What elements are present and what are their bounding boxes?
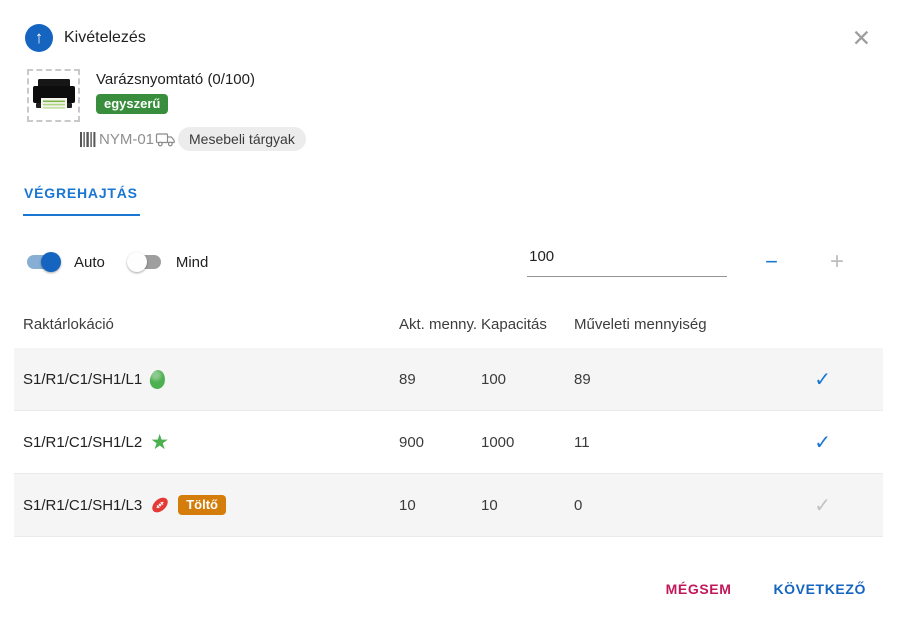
table-row[interactable]: S1/R1/C1/SH1/L3 Töltő 10 10 0 ✓ (14, 474, 883, 537)
location-table: Raktárlokáció Akt. menny. Kapacitás Műve… (14, 310, 883, 537)
table-row[interactable]: S1/R1/C1/SH1/L2 ★ 900 1000 11 ✓ (14, 411, 883, 474)
dialog-footer: MÉGSEM KÖVETKEZŐ (0, 581, 897, 597)
operation-qty-cell: 11 (574, 433, 590, 451)
location-status-badge: Töltő (178, 495, 226, 515)
truck-icon (155, 132, 175, 146)
auto-toggle-label: Auto (74, 253, 105, 271)
table-row[interactable]: S1/R1/C1/SH1/L1 89 100 89 ✓ (14, 348, 883, 411)
printer-image (32, 79, 75, 109)
decrement-button[interactable]: − (761, 251, 782, 273)
next-button[interactable]: KÖVETKEZŐ (773, 581, 866, 597)
tab-bar: VÉGREHAJTÁS (23, 185, 897, 216)
product-summary: Varázsnyomtató (0/100) egyszerű (27, 69, 873, 122)
product-thumbnail (27, 69, 80, 122)
outbound-arrow-icon: ↑ (25, 24, 53, 52)
all-toggle-label: Mind (175, 253, 209, 271)
difficulty-badge: egyszerű (96, 94, 169, 114)
toggle-knob (41, 252, 61, 272)
location-code: S1/R1/C1/SH1/L1 (23, 370, 143, 388)
location-code: S1/R1/C1/SH1/L2 (23, 433, 143, 451)
current-qty-cell: 10 (399, 496, 416, 514)
header-location: Raktárlokáció (23, 316, 114, 333)
product-code: NYM-01 (99, 130, 155, 148)
up-arrow-glyph: ↑ (34, 28, 44, 47)
increment-button[interactable]: + (826, 250, 848, 274)
header-current-qty: Akt. menny. (399, 316, 478, 333)
location-cell: S1/R1/C1/SH1/L2 ★ (23, 432, 399, 453)
cancel-button[interactable]: MÉGSEM (665, 581, 732, 597)
dialog-header: ↑ Kivételezés ✕ (0, 0, 897, 52)
close-icon[interactable]: ✕ (851, 24, 871, 51)
quantity-controls: Auto Mind − + (0, 241, 897, 283)
auto-toggle[interactable] (25, 252, 61, 272)
green-egg-icon (148, 368, 167, 390)
capacity-cell: 1000 (481, 433, 515, 451)
row-check-icon[interactable]: ✓ (814, 368, 831, 391)
capacity-cell: 100 (481, 370, 507, 388)
red-football-icon (150, 495, 170, 515)
header-operation-qty: Műveleti mennyiség (574, 316, 707, 333)
location-code: S1/R1/C1/SH1/L3 (23, 496, 143, 514)
all-toggle[interactable] (126, 252, 163, 272)
header-capacity: Kapacitás (481, 316, 547, 333)
green-star-icon: ★ (150, 430, 170, 454)
operation-qty-cell: 0 (574, 496, 583, 514)
product-meta-row: NYM-01 Mesebeli tárgyak (80, 127, 897, 151)
row-check-icon[interactable]: ✓ (814, 431, 831, 454)
capacity-cell: 10 (481, 496, 498, 514)
toggle-knob (126, 252, 147, 272)
quantity-input[interactable] (527, 247, 728, 277)
product-name: Varázsnyomtató (0/100) (96, 71, 255, 88)
barcode-icon (80, 131, 96, 147)
location-cell: S1/R1/C1/SH1/L3 Töltő (23, 495, 399, 515)
row-check-icon: ✓ (814, 494, 831, 517)
current-qty-cell: 89 (399, 370, 416, 388)
location-cell: S1/R1/C1/SH1/L1 (23, 368, 399, 390)
tab-vegrehajtas[interactable]: VÉGREHAJTÁS (23, 185, 140, 216)
category-badge: Mesebeli tárgyak (178, 127, 306, 151)
product-info: Varázsnyomtató (0/100) egyszerű (96, 69, 255, 122)
operation-qty-cell: 89 (574, 370, 591, 388)
current-qty-cell: 900 (399, 433, 425, 451)
table-header-row: Raktárlokáció Akt. menny. Kapacitás Műve… (14, 310, 883, 348)
dialog-title: Kivételezés (64, 29, 146, 46)
